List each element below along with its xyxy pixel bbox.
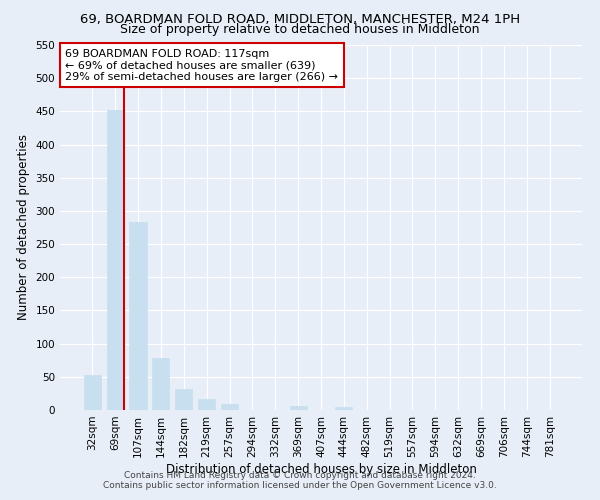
Bar (175, 390, 193, 410)
X-axis label: Distribution of detached houses by size in Middleton: Distribution of detached houses by size … (166, 462, 476, 475)
Text: 69 BOARDMAN FOLD ROAD: 117sqm
← 69% of detached houses are smaller (639)
29% of : 69 BOARDMAN FOLD ROAD: 117sqm ← 69% of d… (65, 48, 338, 82)
Bar (107, 110, 124, 410)
Bar (84, 375, 101, 410)
Text: Size of property relative to detached houses in Middleton: Size of property relative to detached ho… (120, 24, 480, 36)
Text: 69, BOARDMAN FOLD ROAD, MIDDLETON, MANCHESTER, M24 1PH: 69, BOARDMAN FOLD ROAD, MIDDLETON, MANCH… (80, 12, 520, 26)
Text: Contains HM Land Registry data © Crown copyright and database right 2024.: Contains HM Land Registry data © Crown c… (124, 470, 476, 480)
Bar (198, 400, 215, 410)
Y-axis label: Number of detached properties: Number of detached properties (17, 134, 30, 320)
Bar (290, 406, 307, 410)
Bar (130, 222, 146, 410)
Bar (221, 404, 238, 410)
Bar (152, 358, 169, 410)
Bar (335, 408, 352, 410)
Text: Contains public sector information licensed under the Open Government Licence v3: Contains public sector information licen… (103, 480, 497, 490)
